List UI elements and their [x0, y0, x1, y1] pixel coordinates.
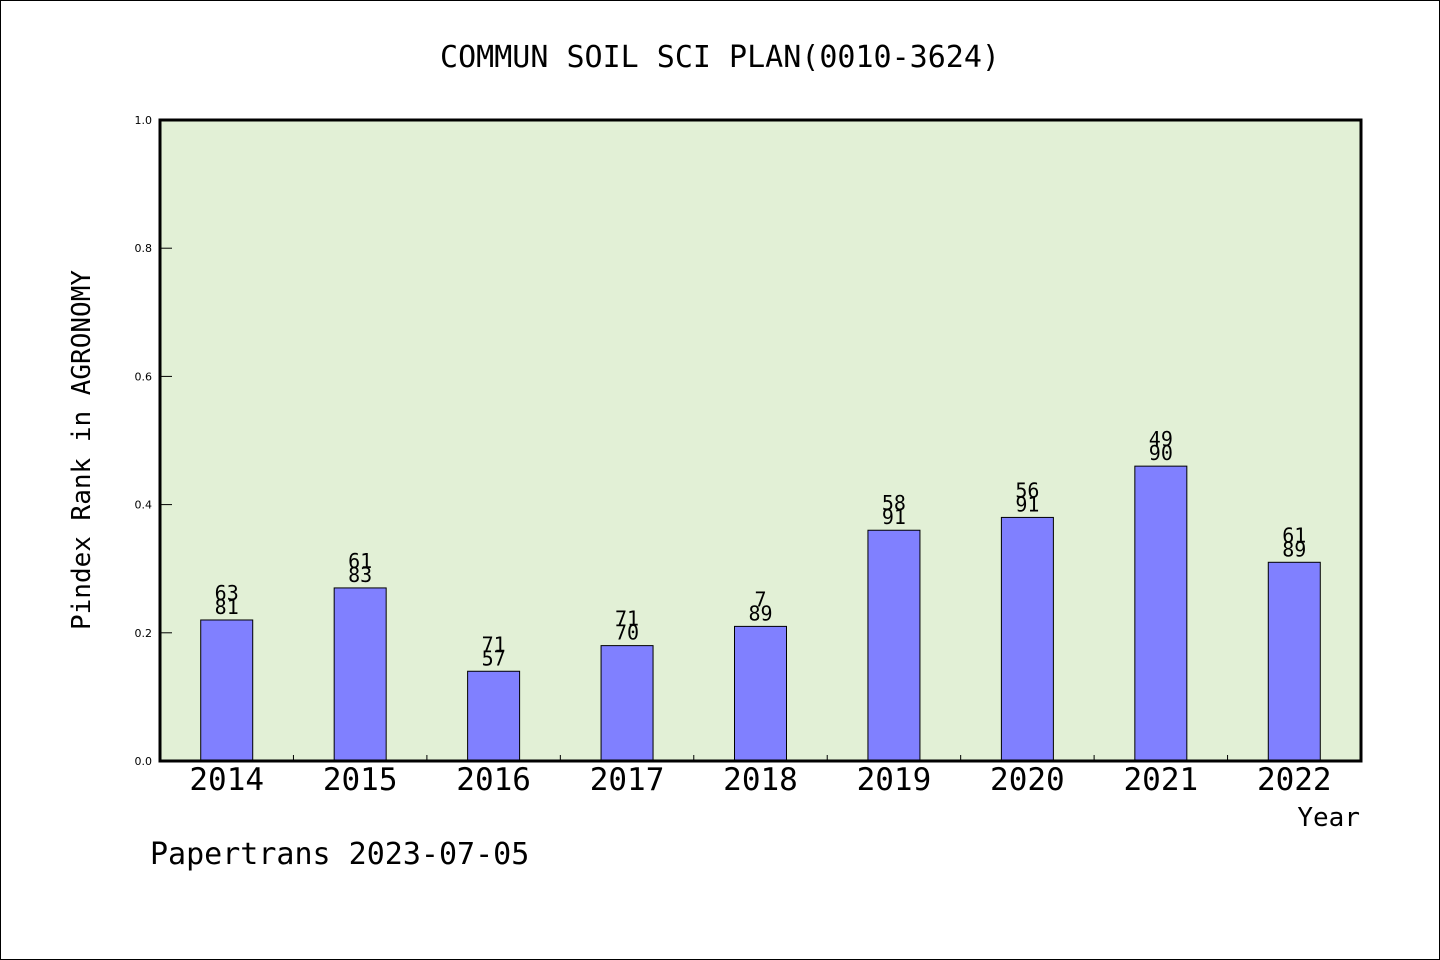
- bar-label-bottom: 81: [215, 595, 239, 619]
- bar-label-top: 7: [754, 587, 766, 611]
- x-tick-label: 2015: [323, 762, 398, 798]
- y-tick-label: 0.6: [135, 370, 153, 383]
- bar-label-top: 56: [1015, 478, 1039, 502]
- x-tick-label: 2022: [1257, 762, 1332, 798]
- x-tick-label: 2018: [723, 762, 798, 798]
- y-tick-label: 0.2: [135, 627, 153, 640]
- bar-2017: [600, 645, 654, 762]
- x-tick-label: 2014: [189, 762, 264, 798]
- bar-label-top: 58: [882, 491, 906, 515]
- bar-label-bottom: 91: [1015, 492, 1039, 516]
- bar-label-top: 71: [615, 607, 639, 631]
- bar-2019: [867, 529, 921, 762]
- x-tick-label: 2016: [456, 762, 531, 798]
- bar-label-bottom: 83: [348, 563, 372, 587]
- bar-label-bottom: 90: [1149, 441, 1173, 465]
- bar-label-bottom: 89: [748, 601, 772, 625]
- y-tick-label: 1.0: [135, 114, 153, 127]
- x-tick-label: 2021: [1124, 762, 1199, 798]
- x-tick-label: 2019: [857, 762, 932, 798]
- bar-label-bottom: 70: [615, 621, 639, 645]
- x-axis-label: Year: [1297, 803, 1360, 833]
- bar-label-bottom: 89: [1282, 537, 1306, 561]
- y-tick-label: 0.8: [135, 242, 153, 255]
- y-axis-label: Pindex Rank in AGRONOMY: [67, 270, 97, 630]
- footer-credit: Papertrans 2023-07-05: [150, 837, 529, 872]
- y-tick-label: 0.4: [135, 499, 153, 512]
- bar-2022: [1267, 561, 1321, 762]
- bar-2014: [200, 619, 254, 762]
- x-tick-label: 2020: [990, 762, 1065, 798]
- bar-2018: [734, 625, 787, 762]
- x-tick-label: 2017: [590, 762, 665, 798]
- bar-label-top: 61: [348, 549, 372, 573]
- bar-label-top: 71: [482, 632, 506, 656]
- bar-label-bottom: 91: [882, 505, 906, 529]
- bar-label-top: 63: [215, 581, 239, 605]
- y-axis: 0.0 0.2 0.4 0.6 0.8 1.0: [135, 114, 172, 768]
- plot-border: [158, 118, 1363, 763]
- bar-label-top: 61: [1282, 523, 1306, 547]
- bar-label-top: 49: [1149, 427, 1173, 451]
- bar-2021: [1134, 465, 1188, 762]
- bar-2015: [333, 587, 387, 762]
- chart-title: COMMUN SOIL SCI PLAN(0010-3624): [440, 40, 1000, 75]
- bar-label-bottom: 57: [482, 646, 506, 670]
- bar-2020: [1000, 516, 1054, 762]
- x-axis: 2014 2015 2016 2017 2018 2019 2020 2021 2022: [189, 755, 1332, 798]
- bar-2016: [467, 670, 521, 762]
- y-tick-label: 0.0: [135, 755, 153, 768]
